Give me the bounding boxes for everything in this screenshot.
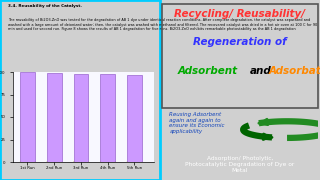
Text: and: and (249, 66, 271, 76)
Text: Reusing Adsorbent
again and again to
ensure its Economic
applicability: Reusing Adsorbent again and again to ens… (170, 112, 225, 134)
Polygon shape (74, 162, 90, 165)
Text: Adsorption/ Photolytic,
Photocatalytic Degradation of Dye or
Metal: Adsorption/ Photolytic, Photocatalytic D… (185, 156, 295, 173)
Bar (20, 72, 35, 162)
Text: The reusability of Bi2O3-ZnO was tested for the degradation of AB 1 dye under id: The reusability of Bi2O3-ZnO was tested … (8, 18, 317, 31)
Polygon shape (20, 162, 37, 165)
Bar (74, 74, 88, 162)
Polygon shape (100, 162, 117, 165)
Text: Adsorbate: Adsorbate (268, 66, 320, 76)
Text: Adsorbent: Adsorbent (177, 66, 237, 76)
Text: Regeneration of: Regeneration of (193, 37, 287, 47)
Bar (100, 74, 115, 162)
Polygon shape (47, 162, 63, 165)
Bar (127, 75, 142, 162)
Text: Recycling/ Reusability/: Recycling/ Reusability/ (174, 9, 306, 19)
Polygon shape (127, 162, 144, 165)
Bar (47, 73, 61, 162)
Text: 3.4. Reusability of the Catalyst.: 3.4. Reusability of the Catalyst. (8, 4, 82, 8)
